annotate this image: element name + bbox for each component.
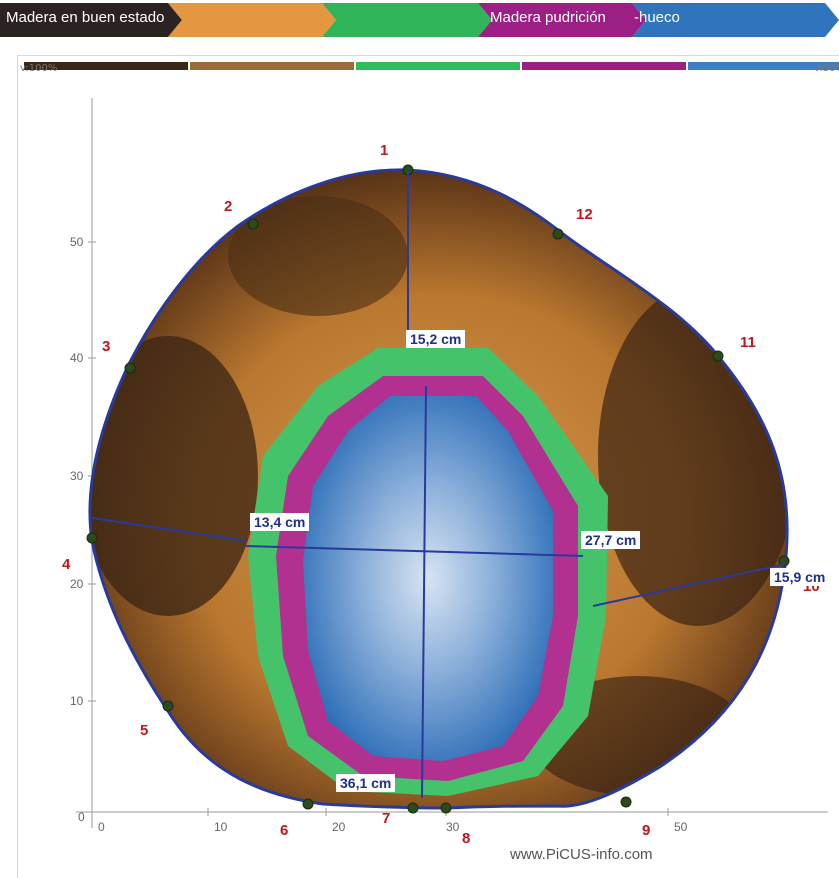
y-tick-label: 30 [70, 469, 84, 483]
x-tick-label: 30 [446, 820, 460, 834]
legend-segment-orange [168, 3, 336, 37]
sensor-point-11 [712, 350, 724, 362]
legend-banner [0, 3, 839, 37]
sensor-label-6: 6 [280, 822, 289, 839]
y-tick-label: 40 [70, 351, 84, 365]
y-tick-label: 50 [70, 235, 84, 249]
legend-segment-blue [632, 3, 839, 37]
x-tick-label: 50 [674, 820, 688, 834]
legend-label-rot: Madera pudrición [490, 9, 606, 26]
sensor-point-10 [778, 555, 790, 567]
measurement-label-3: 27,7 cm [581, 531, 641, 549]
sensor-point-5 [162, 700, 174, 712]
scale-bar-purple [522, 62, 686, 70]
sensor-label-1: 1 [380, 142, 389, 159]
legend-label-hollow: -hueco [634, 9, 680, 26]
sensor-label-9: 9 [642, 822, 651, 839]
x-tick-label: 0 [98, 820, 105, 834]
sensor-label-8: 8 [462, 830, 471, 847]
measurement-lines [91, 170, 787, 799]
measure-line-left [91, 517, 247, 542]
tomogram-panel: v:100% v:50% [17, 55, 839, 878]
scale-label-min: v:50% [814, 63, 839, 74]
measurement-label-1: 15,2 cm [406, 330, 466, 348]
measure-line-horizontal [245, 545, 584, 557]
measurement-label-5: 36,1 cm [336, 774, 396, 792]
sensor-point-8 [440, 802, 452, 814]
dark-zone-right [598, 286, 788, 626]
measure-line-vertical-main [421, 385, 427, 799]
legend-segment-good [0, 3, 182, 37]
trunk-cross-section [89, 169, 788, 808]
watermark: www.PiCUS-info.com [510, 846, 653, 863]
sensor-point-7 [407, 802, 419, 814]
sensor-label-2: 2 [224, 198, 233, 215]
legend-segment-purple [478, 3, 646, 37]
legend-segment-green [322, 3, 492, 37]
measure-line-right [592, 563, 787, 607]
scale-bar-dark-brown [24, 62, 188, 70]
scale-bar-blue [688, 62, 839, 70]
sensor-label-5: 5 [140, 722, 149, 739]
sensor-label-4: 4 [62, 556, 71, 573]
sensor-label-12: 12 [576, 206, 593, 223]
dark-zone-left [89, 336, 258, 616]
velocity-scale-bar [24, 62, 839, 70]
sensor-point-6 [302, 798, 314, 810]
measurement-label-4: 15,9 cm [770, 568, 830, 586]
sensor-point-12 [552, 228, 564, 240]
y-tick-label: 10 [70, 694, 84, 708]
sensor-label-3: 3 [102, 338, 111, 355]
sensor-label-7: 7 [382, 810, 391, 827]
sensor-label-11: 11 [740, 334, 756, 351]
sensor-point-2 [247, 218, 259, 230]
scale-bar-brown [190, 62, 354, 70]
measurement-label-2: 13,4 cm [250, 513, 310, 531]
sensor-point-9 [620, 796, 632, 808]
y-tick-label: 0 [78, 810, 85, 824]
sensor-point-4 [86, 532, 98, 544]
y-tick-label: 20 [70, 577, 84, 591]
legend-label-good-wood: Madera en buen estado [6, 9, 165, 26]
tomogram-image [76, 98, 828, 828]
scale-bar-green [356, 62, 520, 70]
scale-label-max: v:100% [20, 63, 58, 74]
x-tick-label: 10 [214, 820, 228, 834]
x-tick-label: 20 [332, 820, 346, 834]
hollow-zone [303, 396, 553, 761]
sensor-points [86, 164, 790, 814]
sensor-point-3 [124, 362, 136, 374]
dark-zone-top [228, 196, 408, 316]
